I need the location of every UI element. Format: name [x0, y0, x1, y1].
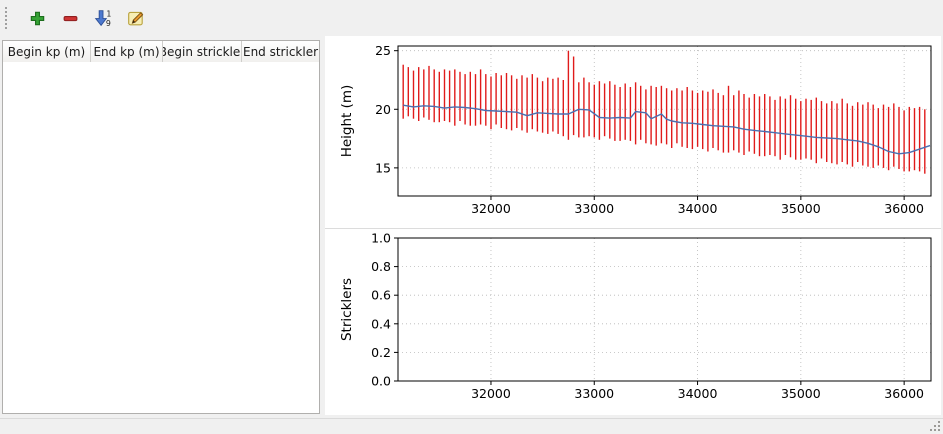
- svg-text:20: 20: [375, 102, 391, 117]
- svg-text:33000: 33000: [574, 201, 614, 216]
- table-body[interactable]: [3, 62, 319, 413]
- resize-grip[interactable]: [929, 420, 941, 432]
- svg-text:0.0: 0.0: [371, 374, 391, 389]
- table-header-row: Begin kp (m) End kp (m) Begin strickler …: [3, 41, 319, 63]
- height-profile-canvas: 32000 33000 34000 35000 36000 15 20 25 Height (m…: [339, 43, 932, 216]
- svg-text:34000: 34000: [678, 201, 718, 216]
- toolbar: 1 9: [0, 0, 943, 36]
- sort-numeric-1-9-icon: 1 9: [94, 9, 111, 27]
- strickler-zones-table: Begin kp (m) End kp (m) Begin strickler …: [2, 40, 320, 414]
- svg-text:Stricklers: Stricklers: [339, 278, 355, 341]
- plus-icon: [30, 11, 44, 25]
- svg-text:33000: 33000: [574, 386, 614, 401]
- minus-icon: [63, 15, 77, 21]
- column-header-begin-kp[interactable]: Begin kp (m): [3, 41, 91, 62]
- svg-text:0.6: 0.6: [371, 288, 391, 303]
- stricklers-chart: 32000 33000 34000 35000 36000 0.0 0.2 0.4 0.6 0.8…: [325, 228, 941, 416]
- column-header-end-kp[interactable]: End kp (m): [91, 41, 163, 62]
- svg-text:1: 1: [106, 9, 111, 18]
- column-header-end-strickler[interactable]: End strickler: [242, 44, 319, 59]
- height-profile-chart: 32000 33000 34000 35000 36000 15 20 25 Height (m…: [325, 36, 941, 228]
- svg-text:0.4: 0.4: [371, 316, 391, 331]
- charts-panel: 32000 33000 34000 35000 36000 15 20 25 Height (m…: [325, 36, 941, 415]
- edit-row-button[interactable]: [123, 5, 149, 31]
- svg-text:35000: 35000: [781, 386, 821, 401]
- svg-text:32000: 32000: [471, 386, 511, 401]
- svg-text:36000: 36000: [884, 201, 924, 216]
- stricklers-canvas: 32000 33000 34000 35000 36000 0.0 0.2 0.4 0.6 0.8…: [339, 231, 932, 401]
- toolbar-drag-handle[interactable]: [5, 7, 11, 29]
- remove-row-button[interactable]: [57, 5, 83, 31]
- svg-text:0.8: 0.8: [371, 259, 391, 274]
- column-header-begin-strickler[interactable]: Begin strickler: [163, 41, 242, 62]
- svg-text:9: 9: [106, 19, 111, 27]
- svg-text:25: 25: [375, 43, 391, 58]
- sort-rows-button[interactable]: 1 9: [90, 5, 116, 31]
- add-row-button[interactable]: [24, 5, 50, 31]
- svg-text:Height (m): Height (m): [339, 85, 355, 158]
- svg-text:0.2: 0.2: [371, 345, 391, 360]
- status-bar: [0, 418, 943, 434]
- svg-text:35000: 35000: [781, 201, 821, 216]
- edit-pencil-icon: [128, 11, 144, 26]
- svg-text:36000: 36000: [884, 386, 924, 401]
- svg-text:1.0: 1.0: [371, 231, 391, 246]
- svg-text:34000: 34000: [678, 386, 718, 401]
- svg-text:32000: 32000: [471, 201, 511, 216]
- svg-text:15: 15: [375, 160, 391, 175]
